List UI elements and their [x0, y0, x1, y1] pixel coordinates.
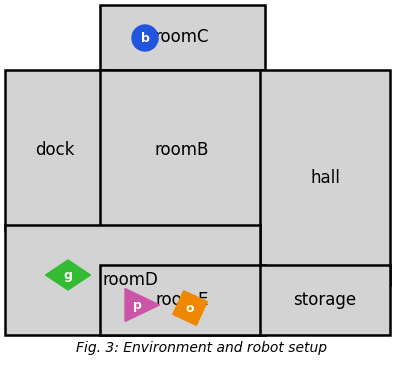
- Bar: [5, 70, 105, 230]
- Text: roomD: roomD: [102, 271, 158, 289]
- Bar: [260, 265, 390, 335]
- Polygon shape: [46, 260, 90, 290]
- Text: p: p: [133, 299, 142, 311]
- Text: roomC: roomC: [155, 28, 209, 46]
- Bar: [5, 225, 260, 335]
- Text: g: g: [63, 268, 72, 282]
- Text: roomE: roomE: [155, 291, 209, 309]
- Text: dock: dock: [35, 141, 75, 159]
- Bar: [260, 70, 390, 285]
- Text: Fig. 3: Environment and robot setup: Fig. 3: Environment and robot setup: [76, 341, 328, 355]
- Circle shape: [132, 25, 158, 51]
- Text: b: b: [141, 31, 149, 45]
- Polygon shape: [125, 288, 160, 322]
- Text: hall: hall: [310, 169, 340, 187]
- Bar: [100, 70, 265, 230]
- Text: storage: storage: [293, 291, 357, 309]
- Bar: [100, 265, 265, 335]
- Text: o: o: [186, 302, 194, 314]
- Bar: [100, 5, 265, 70]
- Polygon shape: [173, 291, 207, 325]
- Text: roomB: roomB: [155, 141, 209, 159]
